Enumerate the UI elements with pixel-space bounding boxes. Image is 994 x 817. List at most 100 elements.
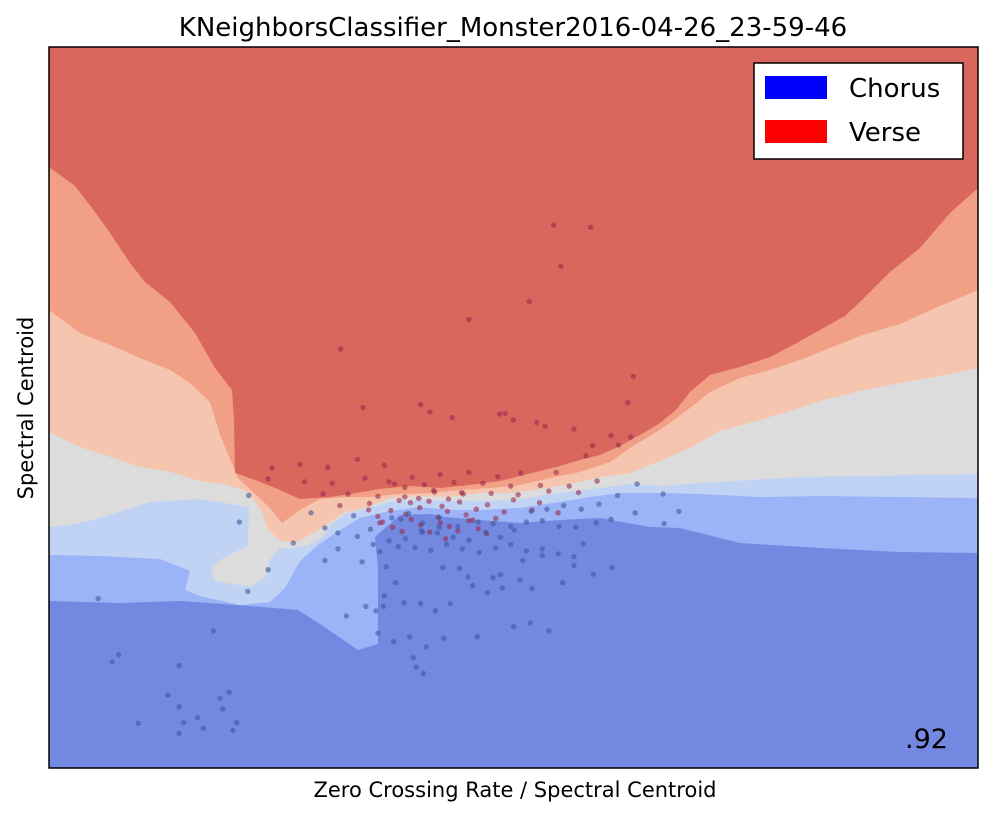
chorus-point (555, 551, 561, 557)
verse-point (365, 507, 372, 513)
verse-point (484, 502, 491, 508)
verse-point (496, 411, 503, 417)
chorus-point (363, 603, 369, 610)
chorus-point (546, 628, 552, 634)
verse-point (608, 432, 614, 439)
verse-point (537, 482, 544, 489)
chorus-point (476, 549, 482, 556)
chart-title: KNeighborsClassifier_Monster2016-04-26_2… (179, 13, 847, 43)
chorus-point (181, 719, 187, 726)
verse-point (449, 414, 455, 421)
verse-point (426, 498, 432, 504)
chorus-point (386, 538, 392, 544)
verse-point (437, 520, 443, 526)
verse-point (575, 489, 582, 496)
chorus-point (109, 659, 115, 665)
chorus-point (614, 492, 621, 499)
verse-point (508, 483, 514, 489)
chorus-point (335, 546, 341, 552)
chorus-point (351, 513, 357, 519)
chorus-point (528, 508, 534, 514)
verse-point (583, 453, 589, 459)
decision-surface (49, 47, 978, 768)
chorus-point (419, 529, 426, 535)
chorus-point (436, 515, 442, 521)
verse-point (495, 474, 501, 480)
chorus-point (456, 565, 463, 571)
chorus-point (95, 595, 101, 602)
chorus-point (539, 546, 545, 552)
chorus-point (423, 644, 429, 650)
chorus-point (116, 652, 122, 658)
verse-point (329, 480, 335, 486)
verse-point (627, 434, 634, 440)
verse-point (375, 513, 381, 520)
chorus-point (417, 600, 424, 607)
chorus-point (475, 519, 481, 525)
chorus-point (403, 536, 409, 542)
chorus-point (571, 562, 577, 569)
chorus-point (510, 624, 517, 630)
chorus-point (220, 706, 226, 712)
chorus-point (634, 481, 640, 487)
chorus-point (493, 545, 499, 551)
legend-swatch-verse (765, 120, 827, 143)
verse-point (566, 483, 572, 489)
chorus-point (465, 574, 471, 580)
chorus-point (608, 516, 614, 522)
chorus-point (413, 664, 419, 670)
chorus-point (194, 714, 201, 721)
verse-point (615, 442, 622, 448)
scatter-points (95, 222, 682, 737)
verse-point (466, 316, 472, 323)
axes-frame (48, 46, 979, 769)
chorus-point (165, 692, 171, 698)
chorus-point (466, 537, 472, 543)
chorus-point (578, 506, 584, 512)
verse-point (469, 517, 476, 523)
chorus-point (529, 585, 535, 592)
chorus-point (343, 613, 349, 619)
chorus-point (432, 608, 439, 614)
chorus-point (571, 554, 577, 560)
chorus-point (573, 524, 579, 530)
verse-point (455, 528, 461, 534)
chorus-point (539, 552, 545, 558)
verse-point (439, 503, 445, 509)
chorus-point (580, 541, 586, 547)
legend: Chorus Verse (753, 62, 964, 160)
verse-point (480, 480, 486, 486)
verse-point (421, 481, 427, 488)
verse-point (501, 509, 507, 515)
verse-point (630, 373, 636, 380)
verse-point (427, 409, 433, 415)
verse-point (587, 224, 594, 230)
chorus-point (210, 628, 217, 634)
chorus-point (392, 580, 399, 586)
verse-point (534, 419, 540, 426)
verse-point (265, 476, 271, 482)
chorus-point (176, 730, 182, 737)
verse-point (338, 346, 344, 352)
verse-point (396, 497, 402, 504)
verse-point (589, 443, 596, 449)
verse-point (451, 479, 457, 486)
chorus-point (377, 549, 383, 555)
chorus-point (230, 727, 236, 734)
chorus-point (508, 523, 514, 530)
verse-point (390, 524, 396, 530)
chorus-point (395, 544, 401, 550)
legend-label-verse: Verse (849, 118, 921, 148)
chorus-point (245, 588, 251, 595)
verse-point (555, 510, 561, 516)
chorus-point (508, 541, 514, 548)
chorus-point (517, 577, 523, 583)
chorus-point (200, 725, 206, 731)
verse-point (301, 479, 308, 485)
verse-point (473, 506, 479, 512)
verse-point (536, 500, 543, 506)
verse-point (553, 469, 559, 476)
chorus-point (359, 559, 365, 565)
chorus-point (455, 523, 461, 530)
